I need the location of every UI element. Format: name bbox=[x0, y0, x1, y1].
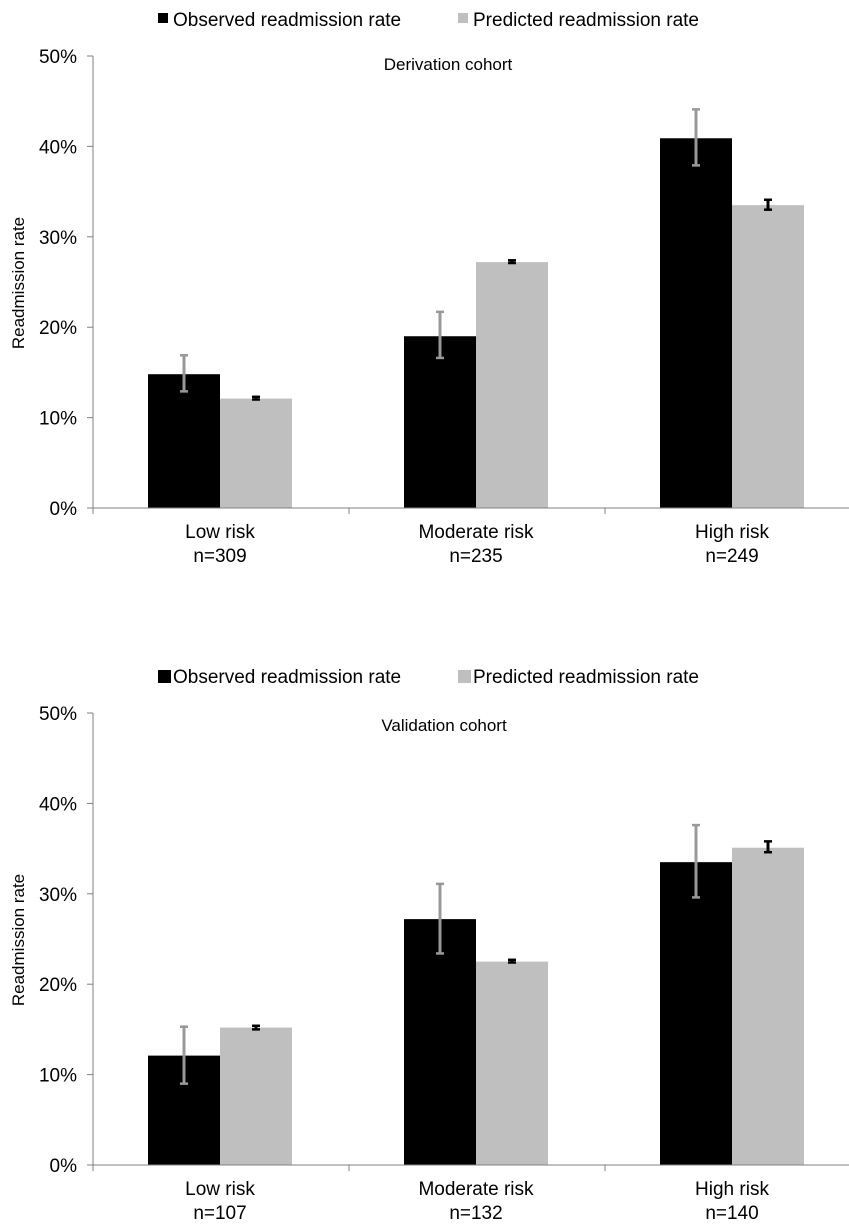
y-tick-label: 0% bbox=[50, 1156, 78, 1177]
y-tick-label: 40% bbox=[39, 794, 77, 815]
bars bbox=[148, 847, 804, 1165]
y-tick-label: 30% bbox=[39, 228, 77, 249]
bar-observed bbox=[404, 336, 476, 508]
legend-label-predicted: Predicted readmission rate bbox=[473, 667, 699, 688]
bar-predicted bbox=[732, 205, 804, 508]
y-tick-label: 0% bbox=[50, 499, 78, 520]
bar-predicted bbox=[732, 847, 804, 1165]
legend-swatch-predicted bbox=[458, 13, 468, 23]
legend-label-observed: Observed readmission rate bbox=[173, 10, 401, 31]
y-tick-label: 50% bbox=[39, 47, 77, 68]
y-tick-label: 30% bbox=[39, 885, 77, 906]
legend-swatch-observed bbox=[158, 670, 171, 683]
legend: Observed readmission rate Predicted read… bbox=[158, 667, 699, 688]
legend-swatch-observed bbox=[158, 13, 168, 23]
legend-label-predicted: Predicted readmission rate bbox=[473, 10, 699, 31]
chart-title: Validation cohort bbox=[381, 716, 507, 735]
legend-label-observed: Observed readmission rate bbox=[173, 667, 401, 688]
bar-predicted bbox=[476, 961, 548, 1165]
bar-observed bbox=[148, 374, 220, 508]
bar-predicted bbox=[476, 262, 548, 508]
x-tick-n-label: n=107 bbox=[193, 1203, 246, 1222]
x-tick-label: Moderate risk bbox=[418, 522, 534, 543]
derivation-chart-panel: Observed readmission rate Predicted read… bbox=[9, 10, 849, 567]
y-ticks: 0% 10% 20% 30% 40% 50% bbox=[39, 47, 93, 520]
x-tick-label: High risk bbox=[695, 522, 769, 543]
x-tick-label: Low risk bbox=[185, 522, 255, 543]
y-tick-label: 50% bbox=[39, 704, 77, 725]
chart-title: Derivation cohort bbox=[384, 55, 513, 74]
y-axis-label: Readmission rate bbox=[9, 217, 28, 349]
bar-predicted bbox=[220, 1027, 292, 1165]
y-tick-label: 10% bbox=[39, 1066, 77, 1087]
x-tick-label: Moderate risk bbox=[418, 1179, 534, 1200]
error-bars bbox=[180, 823, 772, 1085]
bar-predicted bbox=[220, 398, 292, 508]
legend: Observed readmission rate Predicted read… bbox=[158, 10, 699, 31]
y-axis-label: Readmission rate bbox=[9, 874, 28, 1006]
x-tick-labels: Low risk n=309 Moderate risk n=235 High risk… bbox=[185, 522, 769, 567]
y-ticks: 0% 10% 20% 30% 40% 50% bbox=[39, 704, 93, 1177]
legend-swatch-predicted bbox=[458, 670, 471, 683]
x-tick-label: High risk bbox=[695, 1179, 769, 1200]
axes bbox=[92, 713, 849, 1171]
bar-observed bbox=[660, 138, 732, 508]
error-bars bbox=[180, 108, 772, 401]
x-tick-n-label: n=132 bbox=[449, 1203, 502, 1222]
axes bbox=[92, 56, 849, 514]
x-tick-label: Low risk bbox=[185, 1179, 255, 1200]
bar-observed bbox=[660, 862, 732, 1165]
bars bbox=[148, 138, 804, 508]
validation-chart-panel: Observed readmission rate Predicted read… bbox=[9, 667, 849, 1224]
y-tick-label: 10% bbox=[39, 409, 77, 430]
y-tick-label: 40% bbox=[39, 137, 77, 158]
y-tick-label: 20% bbox=[39, 975, 77, 996]
x-tick-n-label: n=309 bbox=[193, 546, 246, 567]
bar-observed bbox=[404, 919, 476, 1165]
y-tick-label: 20% bbox=[39, 318, 77, 339]
x-tick-n-label: n=249 bbox=[705, 546, 758, 567]
x-tick-n-label: n=140 bbox=[705, 1203, 758, 1222]
x-tick-labels: Low risk n=107 Moderate risk n=132 High risk… bbox=[185, 1179, 769, 1224]
x-tick-n-label: n=235 bbox=[449, 546, 502, 567]
